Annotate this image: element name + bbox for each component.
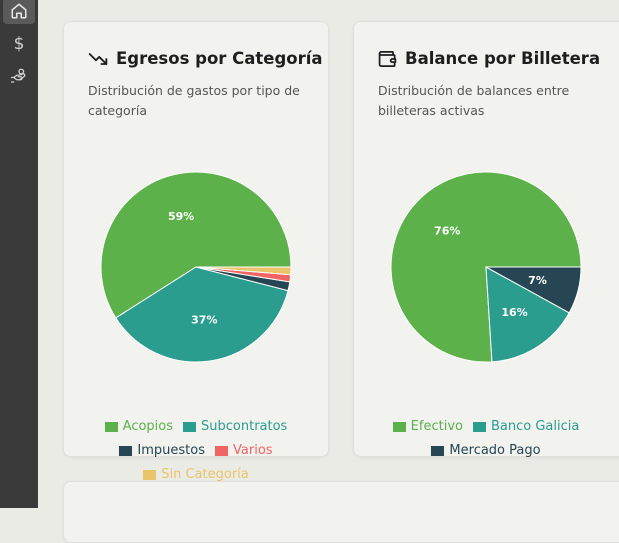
nav-finance-button[interactable]: $ xyxy=(3,31,35,57)
legend-item-sin-categoria[interactable]: Sin Categoría xyxy=(143,463,249,487)
pie-slice-efectivo[interactable] xyxy=(390,171,582,363)
pie-data-label: 16% xyxy=(501,306,527,319)
home-icon xyxy=(11,3,27,19)
pie-data-label: 7% xyxy=(528,274,547,287)
legend-swatch xyxy=(215,446,229,456)
legend-swatch xyxy=(104,422,118,432)
pie-chart: 76% 16% 7% xyxy=(390,171,582,363)
legend-swatch xyxy=(143,470,157,480)
legend-swatch xyxy=(183,422,197,432)
legend-item-acopios[interactable]: Acopios xyxy=(104,415,173,439)
pie-slice-banco-galicia[interactable] xyxy=(485,266,570,363)
legend-swatch xyxy=(392,422,406,432)
legend-item-efectivo[interactable]: Efectivo xyxy=(392,415,463,439)
legend-item-banco-galicia[interactable]: Banco Galicia xyxy=(472,415,579,439)
legend-item-varios[interactable]: Varios xyxy=(215,439,273,463)
legend-item-mercado-pago[interactable]: Mercado Pago xyxy=(431,439,541,463)
card-subtitle: Distribución de balances entre billetera… xyxy=(378,83,570,118)
nav-home-button[interactable] xyxy=(3,0,35,24)
legend-item-subcontratos[interactable]: Subcontratos xyxy=(183,415,287,439)
legend-swatch xyxy=(119,446,133,456)
nav-payments-button[interactable] xyxy=(3,63,35,89)
pie-data-label: 37% xyxy=(191,314,217,327)
pie-data-label: 59% xyxy=(168,210,194,223)
pie-chart: 59% 37% xyxy=(100,171,292,363)
expenses-by-category-card: Egresos por Categoría Distribución de ga… xyxy=(63,21,329,482)
next-card xyxy=(63,481,619,543)
card-subtitle: Distribución de gastos por tipo de categ… xyxy=(88,83,300,118)
wallet-icon xyxy=(378,50,397,67)
pie-data-label: 76% xyxy=(434,225,460,238)
chart-legend: Efectivo Banco Galicia Mercado Pago xyxy=(354,415,618,463)
chart-legend: Acopios Subcontratos Impuestos Varios Si… xyxy=(64,415,328,487)
legend-swatch xyxy=(472,422,486,432)
sidebar: $ xyxy=(0,0,38,508)
hand-coins-icon xyxy=(10,68,26,83)
legend-swatch xyxy=(431,446,445,456)
pie-slice-mercado-pago[interactable] xyxy=(485,266,582,314)
pie-slice-acopios[interactable] xyxy=(100,171,292,319)
card-title: Balance por Billetera xyxy=(378,49,600,68)
balance-by-wallet-card: Balance por Billetera Distribución de ba… xyxy=(353,21,619,458)
trending-down-icon xyxy=(88,52,108,65)
pie-slice-subcontratos[interactable] xyxy=(115,266,289,363)
legend-item-impuestos[interactable]: Impuestos xyxy=(119,439,205,463)
dollar-icon: $ xyxy=(13,34,25,54)
pie-slice-sin-categoría[interactable] xyxy=(195,266,292,276)
card-title: Egresos por Categoría xyxy=(88,49,323,68)
